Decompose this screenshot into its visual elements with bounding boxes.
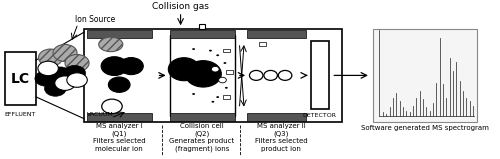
Bar	[86, 113, 152, 121]
Ellipse shape	[65, 55, 89, 72]
Text: Ion Source: Ion Source	[74, 15, 115, 24]
Ellipse shape	[35, 71, 56, 86]
Ellipse shape	[185, 61, 222, 87]
Ellipse shape	[119, 58, 144, 75]
Ellipse shape	[278, 70, 292, 80]
Text: MS analyzer II
(Q3)
Filters selected
product ion: MS analyzer II (Q3) Filters selected pro…	[254, 123, 308, 152]
Text: Collision cell
(Q2)
Generates product
(fragment) ions: Collision cell (Q2) Generates product (f…	[170, 123, 234, 152]
Bar	[5, 52, 36, 105]
Ellipse shape	[216, 54, 219, 56]
Bar	[84, 29, 342, 122]
Ellipse shape	[102, 99, 122, 114]
Ellipse shape	[264, 70, 278, 80]
Ellipse shape	[67, 73, 87, 87]
Text: EFFLUENT: EFFLUENT	[5, 112, 36, 117]
Bar	[170, 35, 234, 116]
Ellipse shape	[38, 49, 62, 66]
Ellipse shape	[209, 50, 212, 52]
Ellipse shape	[38, 61, 58, 76]
Ellipse shape	[98, 37, 123, 52]
Bar	[373, 29, 477, 122]
Ellipse shape	[108, 77, 130, 92]
Ellipse shape	[212, 101, 214, 103]
Bar	[199, 24, 205, 29]
Ellipse shape	[53, 44, 77, 62]
Bar	[86, 30, 152, 38]
Bar	[223, 95, 230, 99]
Bar	[310, 41, 329, 110]
Ellipse shape	[224, 62, 226, 64]
Bar	[246, 113, 306, 121]
Ellipse shape	[55, 76, 75, 90]
Text: MS analyzer I
(Q1)
Filters selected
molecular ion: MS analyzer I (Q1) Filters selected mole…	[93, 123, 146, 152]
Bar	[170, 30, 234, 38]
Bar	[223, 49, 230, 52]
Ellipse shape	[192, 48, 195, 50]
Ellipse shape	[212, 66, 219, 72]
Ellipse shape	[101, 57, 128, 76]
Text: Software generated MS spectrogram: Software generated MS spectrogram	[361, 125, 489, 131]
Ellipse shape	[216, 96, 219, 98]
Text: VACUUM: VACUUM	[86, 112, 114, 117]
Bar	[226, 70, 233, 74]
Ellipse shape	[64, 65, 86, 81]
Text: DETECTOR: DETECTOR	[303, 113, 337, 118]
Bar	[258, 42, 266, 46]
Ellipse shape	[192, 93, 195, 95]
Bar	[170, 113, 234, 121]
Ellipse shape	[218, 76, 222, 78]
Ellipse shape	[250, 70, 263, 80]
Text: LC: LC	[11, 72, 30, 86]
Ellipse shape	[50, 67, 71, 82]
Bar	[246, 30, 306, 38]
Ellipse shape	[218, 77, 226, 83]
Text: Collision gas: Collision gas	[152, 2, 209, 11]
Ellipse shape	[168, 58, 200, 81]
Ellipse shape	[225, 87, 228, 89]
Ellipse shape	[44, 81, 66, 96]
